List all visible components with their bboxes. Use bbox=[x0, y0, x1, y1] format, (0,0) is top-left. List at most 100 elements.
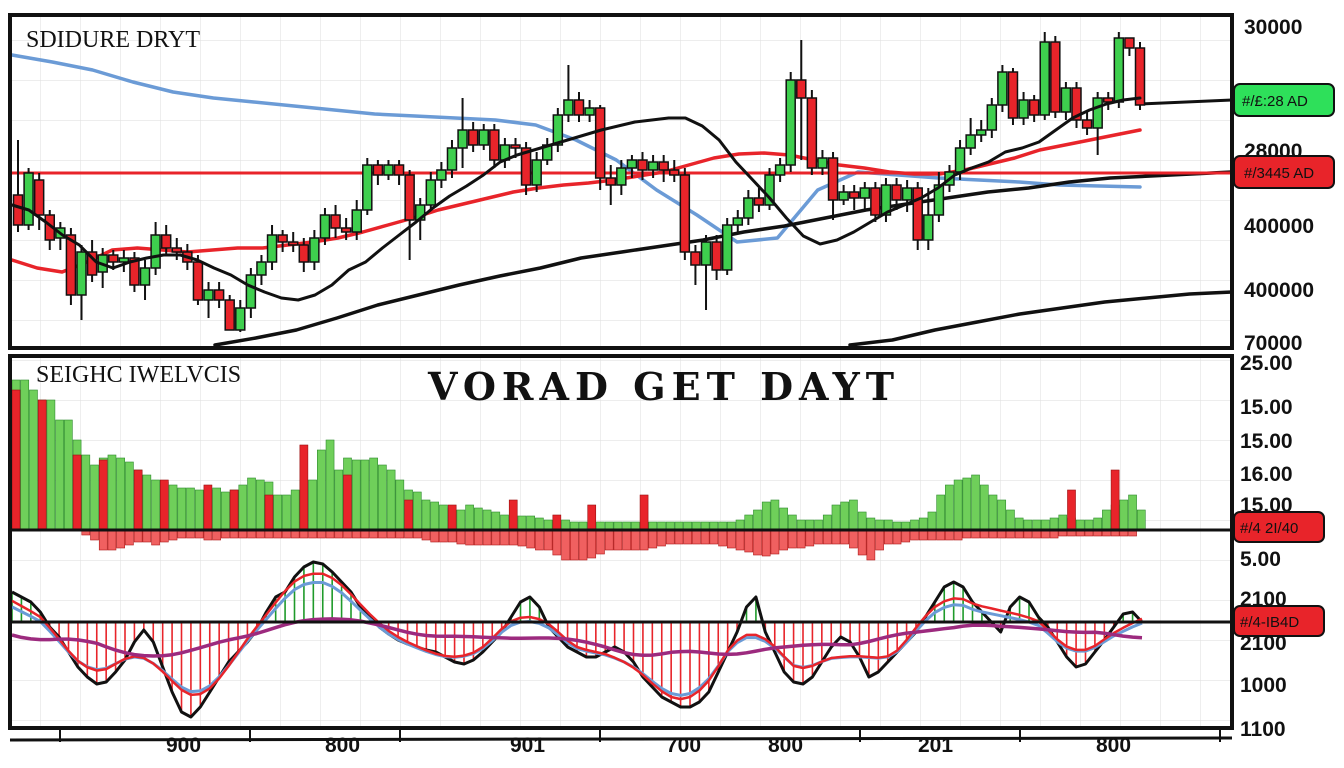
y-tick-label: 400000 bbox=[1244, 215, 1314, 238]
volume-bar-down bbox=[552, 529, 562, 556]
volume-bar-up bbox=[1049, 517, 1059, 531]
volume-bar-up bbox=[430, 501, 440, 531]
candle-body bbox=[139, 267, 151, 286]
candle-body bbox=[23, 172, 34, 226]
volume-bar-down bbox=[683, 529, 693, 545]
candle-body bbox=[690, 251, 701, 266]
y-tick-label: 400000 bbox=[1244, 279, 1314, 302]
candle-body bbox=[309, 237, 320, 263]
volume-bar-up bbox=[439, 504, 448, 531]
volume-bar-down bbox=[761, 529, 771, 557]
volume-bar-down bbox=[866, 529, 876, 561]
candle-body bbox=[489, 129, 500, 161]
volume-bar-up bbox=[918, 517, 928, 531]
candle-body bbox=[891, 184, 902, 201]
candle-body bbox=[658, 161, 669, 171]
volume-bar-up bbox=[378, 464, 387, 531]
candle-body bbox=[436, 169, 447, 181]
volume-bar-up bbox=[386, 469, 396, 531]
candle-body bbox=[393, 164, 405, 176]
candle-body bbox=[912, 187, 923, 241]
volume-bar-up bbox=[936, 494, 945, 531]
volume-bar-up bbox=[535, 517, 544, 531]
candle-body bbox=[171, 247, 183, 253]
candle-body bbox=[806, 97, 818, 169]
volume-bar-down bbox=[753, 529, 762, 556]
candle-body bbox=[997, 71, 1008, 106]
volume-bar-down bbox=[726, 529, 736, 549]
volume-bar-up bbox=[212, 487, 221, 531]
x-tick-label: 800 bbox=[325, 734, 360, 757]
candle-body bbox=[203, 289, 214, 301]
volume-bar-down bbox=[98, 529, 108, 551]
x-tick-label: 800 bbox=[768, 734, 803, 757]
candle-body bbox=[383, 164, 394, 176]
candle-body bbox=[1018, 99, 1029, 119]
volume-bar-up bbox=[369, 457, 378, 531]
volume-bar-up bbox=[482, 509, 492, 531]
candle-body bbox=[669, 169, 680, 176]
candle-body bbox=[192, 261, 204, 301]
candle-body bbox=[817, 157, 828, 169]
volume-bar-down bbox=[857, 529, 867, 556]
volume-bar-down bbox=[465, 529, 474, 546]
candle-body bbox=[520, 147, 532, 186]
volume-bar-up bbox=[273, 494, 283, 531]
volume-bar-down bbox=[840, 529, 850, 545]
candle-body bbox=[859, 187, 871, 199]
candle-body bbox=[510, 144, 521, 149]
ma-fast-line bbox=[10, 96, 1142, 302]
volume-bar-red bbox=[404, 499, 413, 531]
volume-bar-down bbox=[770, 529, 780, 555]
svg-text:#/£:28 AD: #/£:28 AD bbox=[1242, 93, 1308, 110]
volume-bar-down bbox=[796, 529, 806, 549]
y-tick-label: 1000 bbox=[1240, 674, 1287, 697]
volume-bar-down bbox=[491, 529, 501, 546]
y-tick-label: 5.00 bbox=[1240, 548, 1281, 571]
volume-bar-up bbox=[1093, 517, 1102, 531]
volume-bar-up bbox=[971, 474, 980, 531]
volume-bar-up bbox=[517, 515, 527, 531]
volume-bar-down bbox=[517, 529, 527, 547]
volume-bar-up bbox=[334, 469, 344, 531]
candle-body bbox=[700, 241, 712, 266]
volume-bar-down bbox=[779, 529, 788, 551]
volume-bar-red bbox=[1110, 469, 1120, 531]
volume-bar-red bbox=[552, 514, 562, 531]
price-tag-red: #/3445 AD bbox=[1233, 155, 1335, 189]
volume-bar-up bbox=[1119, 499, 1129, 531]
volume-bar-up bbox=[194, 489, 204, 531]
volume-bar-down bbox=[142, 529, 152, 543]
volume-bar-red bbox=[72, 454, 82, 531]
volume-bar-down bbox=[692, 529, 701, 545]
candle-body bbox=[573, 99, 585, 116]
volume-bar-down bbox=[648, 529, 658, 549]
volume-bar-red bbox=[133, 469, 143, 531]
volume-bar-down bbox=[718, 529, 727, 547]
candle-body bbox=[743, 197, 754, 219]
oscillator-panel bbox=[11, 560, 1144, 719]
signal-line-blue bbox=[11, 581, 1143, 697]
candle-body bbox=[298, 244, 310, 263]
volume-bar-down bbox=[508, 529, 518, 546]
volume-panel-title: SEIGHC IWELVCIS bbox=[36, 362, 241, 388]
x-tick-label: 900 bbox=[166, 734, 201, 757]
volume-bar-up bbox=[1102, 509, 1111, 531]
volume-panel bbox=[11, 379, 1146, 561]
volume-bar-red bbox=[1067, 489, 1076, 531]
volume-bar-down bbox=[482, 529, 492, 546]
candle-body bbox=[1028, 99, 1040, 116]
x-axis: 900 800 901 700 800 201 800 bbox=[59, 728, 1221, 757]
lower-panel-frame bbox=[8, 354, 1234, 730]
volume-bar-up bbox=[90, 464, 99, 531]
candle-body bbox=[531, 159, 542, 186]
volume-bar-up bbox=[125, 461, 134, 531]
candle-body bbox=[827, 157, 839, 201]
price-panel-frame bbox=[8, 13, 1234, 350]
volume-bar-down bbox=[151, 529, 160, 546]
candle-body bbox=[351, 209, 362, 233]
candle-body bbox=[563, 99, 574, 116]
candle-body bbox=[880, 184, 892, 216]
candle-body bbox=[616, 167, 627, 186]
volume-bar-down bbox=[500, 529, 509, 546]
